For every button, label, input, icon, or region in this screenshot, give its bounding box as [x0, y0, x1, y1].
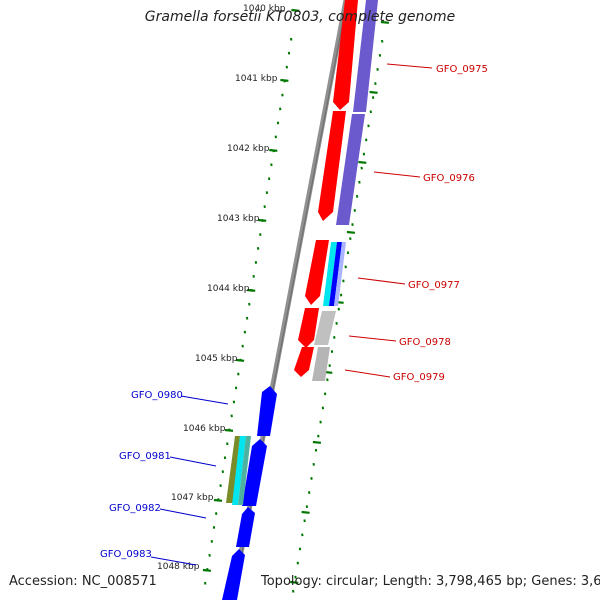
- ruler-label-1047: 1047 kbp: [171, 493, 214, 503]
- inner-ruler-major-tick: [214, 500, 222, 501]
- gene-label-gfo-0981[interactable]: GFO_0981: [119, 451, 171, 462]
- summary-label: Topology: circular; Length: 3,798,465 bp…: [261, 574, 600, 589]
- accession-label: Accession: NC_008571: [9, 574, 157, 589]
- gene-label-gfo-0979[interactable]: GFO_0979: [393, 372, 445, 383]
- outer-ruler-major-tick: [347, 232, 355, 233]
- inner-ruler-major-tick: [280, 80, 288, 81]
- gfo-0982-arrow[interactable]: [236, 507, 255, 547]
- outer-ruler-major-tick: [370, 92, 378, 93]
- genome-title: Gramella forsetii KT0803, complete genom…: [0, 9, 600, 25]
- ruler-label-1046: 1046 kbp: [183, 424, 226, 434]
- gfo-0980-arrow[interactable]: [257, 386, 277, 436]
- outer-ruler-major-tick: [313, 442, 321, 443]
- inner-ruler-major-tick: [203, 570, 211, 571]
- ruler-label-1048: 1048 kbp: [157, 562, 200, 572]
- outer-ruler-major-tick: [302, 512, 310, 513]
- gene-labels: GFO_0975 GFO_0976 GFO_0977 GFO_0978 GFO_…: [100, 64, 488, 560]
- ruler-label-1045: 1045 kbp: [195, 354, 238, 364]
- gfo-0979-arrow[interactable]: [294, 347, 314, 377]
- gene-label-gfo-0975[interactable]: GFO_0975: [436, 64, 488, 75]
- ruler-label-1041: 1041 kbp: [235, 74, 278, 84]
- gene-label-gfo-0976[interactable]: GFO_0976: [423, 173, 475, 184]
- inner-ruler-major-tick: [269, 150, 277, 151]
- gene-label-gfo-0977[interactable]: GFO_0977: [408, 280, 460, 291]
- ruler-label-1042: 1042 kbp: [227, 144, 270, 154]
- gfo-0983-arrow[interactable]: [222, 549, 245, 600]
- reverse-strand-track: [222, 386, 277, 600]
- ruler-label-1043: 1043 kbp: [217, 214, 260, 224]
- gfo-0979-gray-bar[interactable]: [312, 347, 330, 381]
- ruler-label-1044: 1044 kbp: [207, 284, 250, 294]
- gene-label-gfo-0980[interactable]: GFO_0980: [131, 390, 183, 401]
- gene-label-gfo-0982[interactable]: GFO_0982: [109, 503, 161, 514]
- outer-ruler-major-tick: [358, 162, 366, 163]
- inner-ruler-major-tick: [225, 430, 233, 431]
- gene-label-gfo-0978[interactable]: GFO_0978: [399, 337, 451, 348]
- gene-leaders: [151, 64, 432, 565]
- gene-label-gfo-0983[interactable]: GFO_0983: [100, 549, 152, 560]
